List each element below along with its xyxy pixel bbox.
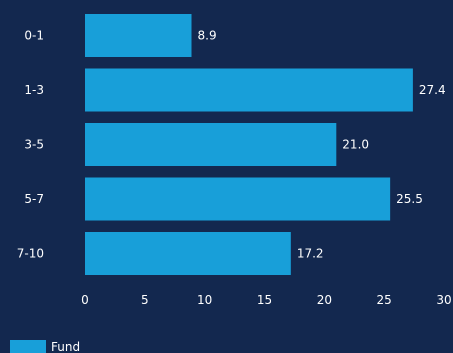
legend-swatch-fund (10, 340, 46, 353)
data-label: 8.9 (198, 29, 217, 43)
category-label: 1-3 (24, 83, 44, 97)
x-tick-label: 30 (436, 293, 451, 307)
bar (85, 68, 413, 112)
x-tick-label: 20 (317, 293, 332, 307)
data-label: 17.2 (297, 247, 324, 261)
x-tick-label: 25 (377, 293, 392, 307)
legend-label-fund: Fund (51, 340, 80, 353)
x-tick-label: 15 (257, 293, 272, 307)
category-label: 3-5 (24, 138, 44, 152)
bar (85, 177, 391, 221)
bar (85, 123, 337, 166)
data-label: 21.0 (342, 138, 369, 152)
data-label: 27.4 (419, 83, 446, 97)
bar (85, 232, 291, 275)
x-tick-label: 0 (81, 293, 89, 307)
bar (85, 14, 192, 57)
x-tick-label: 5 (141, 293, 149, 307)
category-label: 0-1 (24, 29, 44, 43)
category-label: 7-10 (17, 247, 44, 261)
x-tick-label: 10 (197, 293, 212, 307)
data-label: 25.5 (396, 192, 423, 206)
category-label: 5-7 (24, 192, 44, 206)
